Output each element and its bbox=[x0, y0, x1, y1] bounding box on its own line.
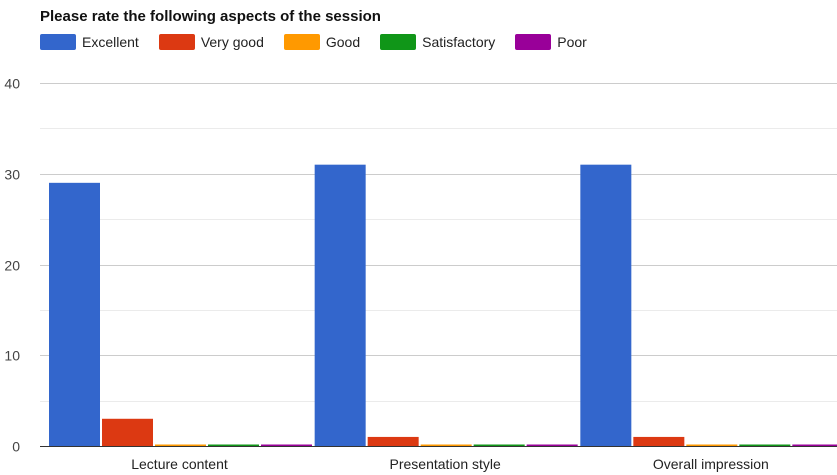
legend-label-good: Good bbox=[325, 34, 361, 50]
y-tick-label: 20 bbox=[4, 258, 20, 274]
legend-swatch-very-good bbox=[158, 34, 195, 50]
legend-item-excellent[interactable]: Excellent bbox=[40, 34, 139, 50]
legend-swatch-poor bbox=[515, 34, 552, 50]
legend-label-poor: Poor bbox=[557, 34, 587, 50]
y-tick-label: 10 bbox=[4, 348, 20, 364]
bar-good bbox=[686, 444, 738, 446]
legend-item-very-good[interactable]: Very good bbox=[158, 34, 264, 50]
y-tick-label: 40 bbox=[4, 76, 20, 92]
bar-satisfactory bbox=[208, 444, 259, 446]
bar-good bbox=[155, 444, 206, 446]
legend-swatch-good bbox=[283, 34, 320, 50]
bar-good bbox=[420, 444, 472, 446]
x-tick-label: Lecture content bbox=[131, 456, 228, 472]
x-tick-label: Presentation style bbox=[390, 456, 501, 472]
bar-excellent bbox=[49, 182, 100, 446]
legend-label-very-good: Very good bbox=[200, 34, 264, 50]
legend-item-satisfactory[interactable]: Satisfactory bbox=[380, 34, 495, 50]
bar-poor bbox=[526, 444, 578, 446]
y-tick-label: 0 bbox=[12, 439, 20, 455]
legend-swatch-satisfactory bbox=[380, 34, 417, 50]
legend-item-poor[interactable]: Poor bbox=[515, 34, 587, 50]
legend-label-excellent: Excellent bbox=[82, 34, 139, 50]
bar-very-good bbox=[633, 436, 685, 446]
bar-poor bbox=[792, 444, 837, 446]
legend-item-good[interactable]: Good bbox=[283, 34, 361, 50]
legend-label-satisfactory: Satisfactory bbox=[422, 34, 496, 50]
y-tick-label: 30 bbox=[4, 167, 20, 183]
x-tick-label: Overall impression bbox=[653, 456, 769, 472]
bar-excellent bbox=[314, 164, 366, 447]
bar-very-good bbox=[102, 418, 153, 446]
bar-satisfactory bbox=[739, 444, 791, 446]
legend: Excellent Very good Good Satisfactory Po… bbox=[40, 34, 607, 50]
bar-very-good bbox=[367, 436, 419, 446]
chart-title: Please rate the following aspects of the… bbox=[40, 8, 381, 25]
bar-satisfactory bbox=[473, 444, 525, 446]
bar-excellent bbox=[580, 164, 632, 447]
bar-poor bbox=[261, 444, 312, 446]
legend-swatch-excellent bbox=[40, 34, 76, 50]
